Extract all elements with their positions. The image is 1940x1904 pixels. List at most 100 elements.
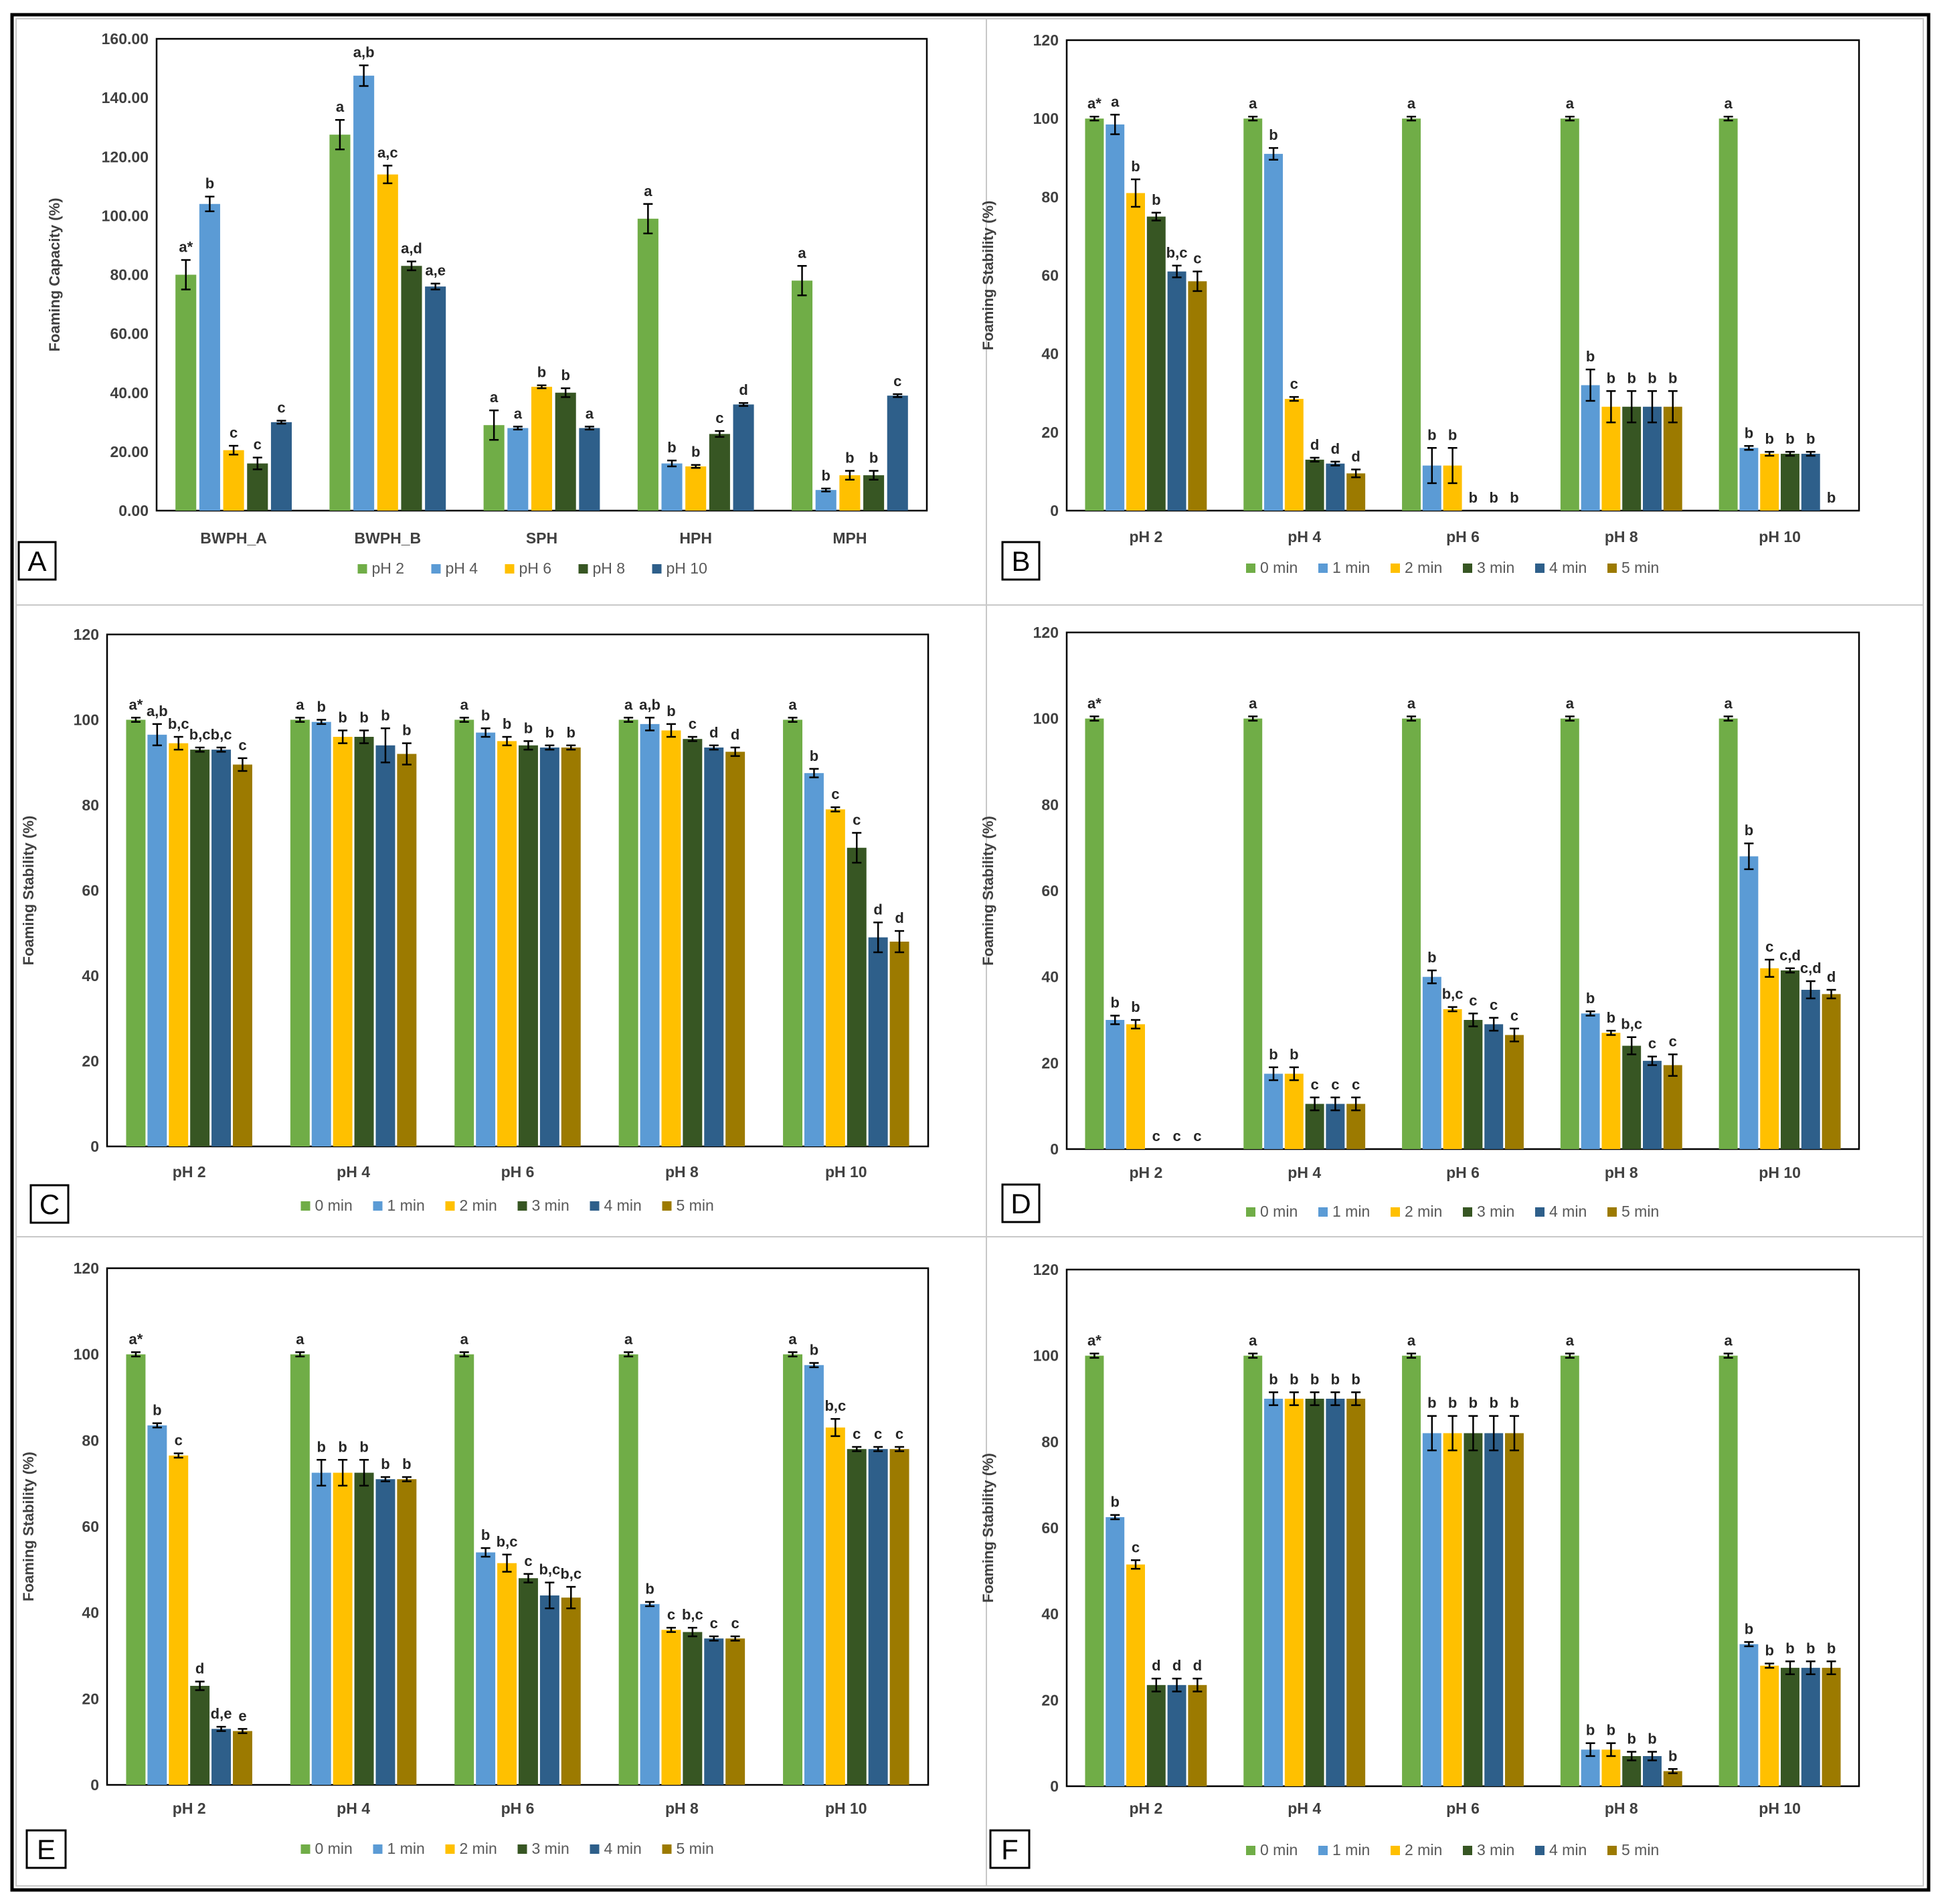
y-tick-label: 80.00	[110, 266, 149, 284]
bar	[397, 754, 417, 1146]
significance-label: b	[1131, 158, 1140, 175]
significance-label: b	[667, 703, 675, 719]
y-axis-label: Foaming Capacity (%)	[46, 198, 63, 352]
bar	[661, 463, 683, 511]
legend-swatch	[662, 1844, 672, 1854]
bar	[618, 1354, 638, 1785]
bar	[561, 747, 581, 1146]
legend-label: 4 min	[1549, 559, 1587, 576]
bar	[1443, 1009, 1462, 1149]
x-category-label: pH 10	[825, 1800, 867, 1817]
significance-label: b	[1745, 1620, 1753, 1637]
significance-label: c	[893, 373, 901, 390]
panel-letter: D	[1010, 1188, 1031, 1219]
y-tick-label: 40	[1041, 1606, 1059, 1623]
bar	[725, 1638, 745, 1785]
bar	[401, 266, 422, 511]
x-category-label: pH 10	[825, 1163, 867, 1181]
x-category-label: pH 4	[1288, 528, 1321, 545]
x-category-label: pH 2	[173, 1800, 206, 1817]
bar	[1326, 463, 1345, 511]
panel-letter-box	[17, 541, 57, 581]
significance-label: b	[1627, 1731, 1636, 1747]
bar	[1284, 1073, 1304, 1149]
legend-label: 5 min	[677, 1840, 714, 1857]
significance-label: b	[1510, 489, 1518, 506]
bar	[1243, 718, 1263, 1149]
legend-label: 2 min	[460, 1197, 497, 1214]
bar	[661, 730, 681, 1146]
significance-label: b	[1290, 1046, 1298, 1063]
significance-label: d	[1172, 1657, 1181, 1674]
significance-label: b	[205, 175, 214, 192]
bar	[311, 1472, 331, 1785]
x-category-label: pH 8	[665, 1163, 699, 1181]
bar	[1422, 976, 1441, 1149]
significance-label: a	[490, 389, 499, 406]
significance-label: b	[869, 450, 878, 466]
y-tick-label: 40	[82, 967, 99, 984]
legend-swatch	[505, 564, 515, 574]
legend-label: 2 min	[1405, 559, 1442, 576]
x-category-label: pH 6	[1446, 1800, 1480, 1817]
significance-label: a	[296, 1330, 304, 1347]
panel-letter-box	[1001, 1183, 1041, 1223]
bar	[232, 764, 252, 1146]
significance-label: c	[175, 1432, 183, 1449]
legend-label: 1 min	[387, 1840, 425, 1857]
significance-label: b	[1806, 430, 1815, 447]
x-category-label: pH 10	[1759, 1800, 1801, 1817]
significance-label: d	[709, 724, 718, 741]
bar	[868, 937, 888, 1146]
legend-label: pH 2	[372, 559, 405, 577]
y-tick-label: 100	[1033, 1347, 1059, 1365]
x-category-label: pH 4	[1288, 1164, 1321, 1181]
legend-swatch	[1463, 1846, 1472, 1855]
bar	[815, 490, 836, 511]
bar	[1326, 1104, 1345, 1149]
bar	[175, 274, 197, 511]
significance-label: b,c	[168, 715, 189, 732]
legend-label: 1 min	[387, 1197, 425, 1214]
significance-label: b,c	[1166, 244, 1188, 261]
legend-label: 3 min	[1477, 1841, 1514, 1858]
bar	[1801, 454, 1820, 511]
bar	[661, 1630, 681, 1785]
significance-label: a	[624, 1330, 633, 1347]
significance-label: a,b	[147, 703, 168, 719]
plot-area-frame	[106, 633, 930, 1148]
y-tick-label: 80	[82, 1432, 99, 1449]
y-tick-label: 120	[1033, 1261, 1059, 1278]
significance-label: c	[1765, 938, 1773, 955]
significance-label: b	[1351, 1371, 1360, 1387]
significance-label: b	[1269, 126, 1277, 143]
significance-label: a	[624, 696, 633, 713]
bar	[1305, 1104, 1324, 1149]
legend-swatch	[431, 564, 441, 574]
significance-label: a*	[1087, 695, 1101, 711]
significance-label: b	[1131, 999, 1140, 1015]
y-tick-label: 80	[1041, 796, 1059, 813]
bar	[704, 1638, 724, 1785]
y-tick-label: 120	[1033, 31, 1059, 49]
significance-label: c	[238, 737, 246, 754]
bar	[889, 1449, 909, 1785]
bar	[476, 1552, 496, 1785]
bar	[847, 1449, 867, 1785]
bar	[1106, 1020, 1125, 1149]
bar	[1085, 718, 1104, 1149]
significance-label: b	[1806, 1640, 1815, 1656]
significance-label: b	[1331, 1371, 1340, 1387]
significance-label: a	[788, 1330, 797, 1347]
bar	[1464, 1020, 1483, 1149]
y-tick-label: 20	[1041, 1691, 1059, 1709]
legend-swatch	[517, 1201, 527, 1211]
bar	[1402, 1355, 1421, 1786]
legend-swatch	[1318, 1846, 1328, 1855]
significance-label: a	[1566, 695, 1575, 711]
legend-label: 4 min	[604, 1197, 642, 1214]
significance-label: b	[359, 709, 368, 725]
significance-label: b,c	[189, 726, 211, 743]
panel-letter-box	[29, 1184, 70, 1224]
significance-label: b,c	[1442, 986, 1464, 1003]
